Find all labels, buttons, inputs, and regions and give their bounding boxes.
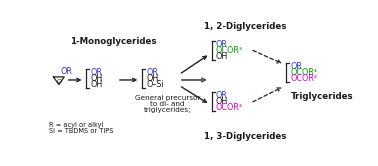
Text: to di- and: to di- and (150, 101, 184, 107)
Text: OR: OR (216, 91, 228, 100)
Text: OR: OR (60, 67, 72, 76)
Text: OR: OR (216, 40, 228, 49)
Text: OR: OR (90, 68, 102, 77)
Text: OH: OH (216, 52, 228, 61)
Text: OCOR¹: OCOR¹ (290, 68, 318, 77)
Text: R = acyl or alkyl: R = acyl or alkyl (49, 122, 103, 128)
Text: Si = TBDMS or TIPS: Si = TBDMS or TIPS (49, 128, 113, 134)
Text: OR: OR (146, 68, 158, 77)
Text: triglycerides;: triglycerides; (144, 107, 191, 113)
Text: 1-Monoglycerides: 1-Monoglycerides (70, 37, 156, 46)
Text: OCOR²: OCOR² (216, 103, 243, 112)
Text: 1, 3-Diglycerides: 1, 3-Diglycerides (204, 132, 286, 141)
Text: OH: OH (216, 97, 228, 106)
Text: 1, 2-Diglycerides: 1, 2-Diglycerides (204, 22, 286, 31)
Text: OH: OH (90, 74, 102, 83)
Text: OH: OH (90, 80, 102, 89)
Text: O–Si: O–Si (146, 80, 164, 89)
Text: OCOR²: OCOR² (290, 74, 318, 83)
Text: Triglycerides: Triglycerides (291, 92, 354, 101)
Text: OH: OH (146, 74, 158, 83)
Text: O: O (56, 79, 61, 84)
Text: OR: OR (290, 62, 302, 71)
Text: General precursor: General precursor (135, 95, 200, 101)
Text: OCOR³: OCOR³ (216, 46, 243, 55)
